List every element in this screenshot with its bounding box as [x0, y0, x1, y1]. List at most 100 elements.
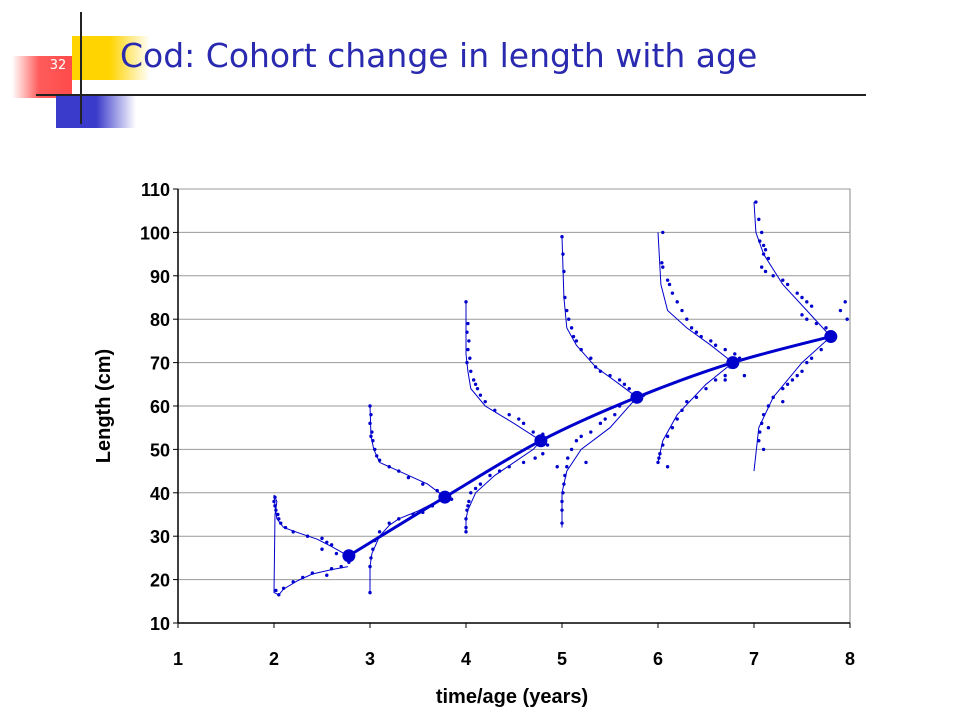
sample-point	[329, 543, 334, 547]
sample-point	[757, 439, 761, 443]
sample-point	[574, 439, 579, 443]
sample-point	[766, 426, 771, 430]
y-tick-label: 100	[140, 223, 170, 243]
y-tick-label: 90	[150, 267, 170, 287]
sample-point	[613, 412, 617, 417]
x-tick-label: 1	[173, 649, 183, 669]
sample-point	[469, 491, 473, 495]
sample-point	[795, 291, 799, 295]
sample-point	[759, 230, 764, 235]
sample-point	[805, 317, 809, 321]
sample-point	[579, 434, 583, 439]
sample-point	[603, 417, 607, 421]
decor-yellow-fade	[110, 36, 150, 80]
sample-point	[660, 261, 664, 265]
sample-point	[562, 482, 566, 486]
sample-point	[387, 465, 391, 469]
sample-point	[562, 269, 566, 274]
sample-point	[397, 517, 401, 521]
sample-point	[478, 482, 483, 486]
sample-point	[276, 512, 280, 517]
sample-point	[325, 573, 329, 577]
growth-curve-marker	[438, 490, 452, 504]
sample-point	[369, 412, 373, 417]
sample-point	[397, 469, 401, 473]
sample-point	[675, 417, 679, 421]
sample-point	[661, 265, 665, 269]
sample-point	[377, 458, 382, 462]
sample-point	[759, 265, 764, 269]
sample-point	[468, 356, 472, 360]
x-tick-label: 7	[749, 649, 759, 669]
decor-blue-fade	[96, 96, 136, 128]
sample-point	[507, 412, 511, 417]
sample-point	[593, 365, 598, 369]
decor-blue-block	[56, 96, 96, 128]
sample-point	[279, 521, 283, 525]
sample-point	[466, 321, 470, 326]
sample-point	[742, 373, 747, 378]
x-tick-label: 2	[269, 649, 279, 669]
sample-point	[320, 536, 324, 541]
sample-point	[371, 439, 375, 443]
y-tick-label: 80	[150, 310, 170, 330]
sample-point	[464, 300, 468, 304]
sample-point	[800, 313, 804, 317]
sample-point	[800, 295, 804, 300]
sample-point	[339, 564, 343, 569]
y-tick-label: 40	[150, 484, 170, 504]
sample-point	[761, 447, 766, 452]
sample-point	[517, 417, 521, 421]
x-tick-label: 3	[365, 649, 375, 669]
sample-point	[617, 378, 622, 382]
decor-red-block	[12, 56, 72, 98]
sample-point	[406, 475, 411, 480]
y-tick-label: 110	[141, 180, 170, 200]
sample-point	[368, 564, 372, 569]
growth-curve-marker	[824, 330, 838, 344]
y-tick-label: 30	[150, 527, 170, 547]
sample-point	[661, 443, 665, 447]
x-tick-label: 4	[461, 649, 471, 669]
sample-point	[579, 347, 583, 352]
sample-point	[567, 317, 571, 321]
sample-point	[781, 399, 785, 404]
growth-curve-marker	[630, 390, 644, 404]
sample-point	[670, 291, 675, 295]
sample-point	[763, 269, 768, 274]
sample-point	[819, 347, 823, 352]
sample-point	[670, 426, 675, 430]
sample-point	[464, 525, 468, 530]
sample-point	[723, 347, 727, 352]
sample-point	[464, 530, 468, 534]
sample-point	[771, 395, 775, 400]
sample-point	[497, 469, 502, 473]
y-tick-label: 70	[150, 354, 170, 374]
sample-point	[759, 421, 764, 426]
sample-point	[465, 330, 469, 334]
sample-point	[310, 571, 315, 575]
sample-point	[466, 504, 470, 508]
sample-point	[809, 304, 814, 308]
sample-point	[656, 460, 660, 465]
sample-point	[483, 399, 487, 404]
decor-yellow-block	[72, 36, 110, 80]
sample-point	[368, 404, 372, 408]
sample-point	[658, 452, 662, 456]
sample-point	[790, 378, 795, 382]
sample-point	[800, 369, 804, 373]
sample-point	[368, 590, 372, 595]
sample-point	[370, 430, 374, 434]
sample-point	[273, 495, 277, 499]
sample-point	[560, 235, 564, 239]
sample-point	[531, 430, 535, 434]
sample-point	[622, 382, 627, 386]
sample-point	[824, 326, 828, 330]
sample-point	[465, 360, 469, 365]
sample-point	[723, 378, 727, 382]
sample-point	[694, 330, 699, 334]
sample-point	[598, 421, 603, 426]
sample-point	[563, 295, 567, 300]
sample-point	[464, 517, 468, 521]
sample-point	[478, 393, 483, 397]
